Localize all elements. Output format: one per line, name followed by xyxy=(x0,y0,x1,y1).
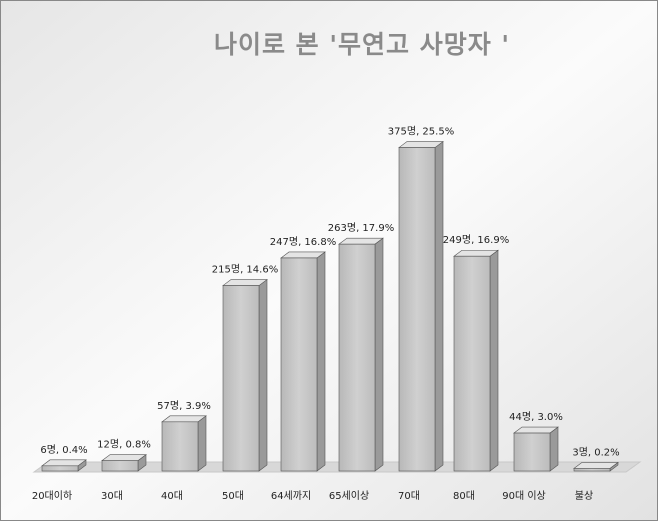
x-tick-label: 50대 xyxy=(222,490,244,502)
x-tick-label: 40대 xyxy=(161,490,183,502)
bar xyxy=(222,285,260,472)
data-label: 3명, 0.2% xyxy=(572,446,619,458)
x-tick-label: 70대 xyxy=(398,490,420,502)
x-tick-label: 90대 이상 xyxy=(502,490,546,502)
bar xyxy=(101,460,139,472)
bar-side xyxy=(258,278,268,472)
bar-side xyxy=(374,237,384,472)
x-tick-label: 20대이하 xyxy=(32,489,72,502)
x-tick-label: 65세이상 xyxy=(329,490,369,502)
data-label: 247명, 16.8% xyxy=(270,236,336,248)
bar-top xyxy=(338,237,384,245)
bar-top xyxy=(453,249,499,257)
data-label: 57명, 3.9% xyxy=(157,400,211,412)
bar-top xyxy=(41,459,87,467)
bar-side xyxy=(489,249,499,472)
bar xyxy=(161,421,199,472)
bar-side xyxy=(434,140,444,472)
bar-top xyxy=(280,251,326,259)
bar-top xyxy=(161,415,207,423)
data-label: 6명, 0.4% xyxy=(40,444,87,456)
chart-title: 나이로 본 '무연고 사망자 ' xyxy=(214,30,510,59)
x-tick-label: 80대 xyxy=(453,490,475,502)
x-tick-label: 30대 xyxy=(101,490,123,502)
data-label: 44명, 3.0% xyxy=(509,411,563,423)
bar-top xyxy=(222,279,268,286)
bar xyxy=(573,468,611,472)
bar xyxy=(338,243,376,472)
x-tick-label: 64세까지 xyxy=(271,490,311,502)
data-label: 249명, 16.9% xyxy=(443,234,509,246)
data-label: 375명, 25.5% xyxy=(388,126,454,138)
x-tick-label: 불상 xyxy=(575,490,593,502)
bar-side xyxy=(549,426,559,472)
bar-top xyxy=(513,426,559,434)
bar xyxy=(41,465,79,472)
bar xyxy=(280,257,318,472)
bar xyxy=(513,432,551,472)
bar-side xyxy=(197,415,207,472)
data-label: 215명, 14.6% xyxy=(212,264,278,276)
bar xyxy=(453,255,491,472)
bar-side xyxy=(316,251,326,472)
data-label: 263명, 17.9% xyxy=(328,222,394,234)
data-label: 12명, 0.8% xyxy=(97,439,151,451)
bar-top xyxy=(573,462,619,469)
bar-top xyxy=(398,141,444,148)
bar-top xyxy=(101,454,147,461)
bar xyxy=(398,147,436,472)
